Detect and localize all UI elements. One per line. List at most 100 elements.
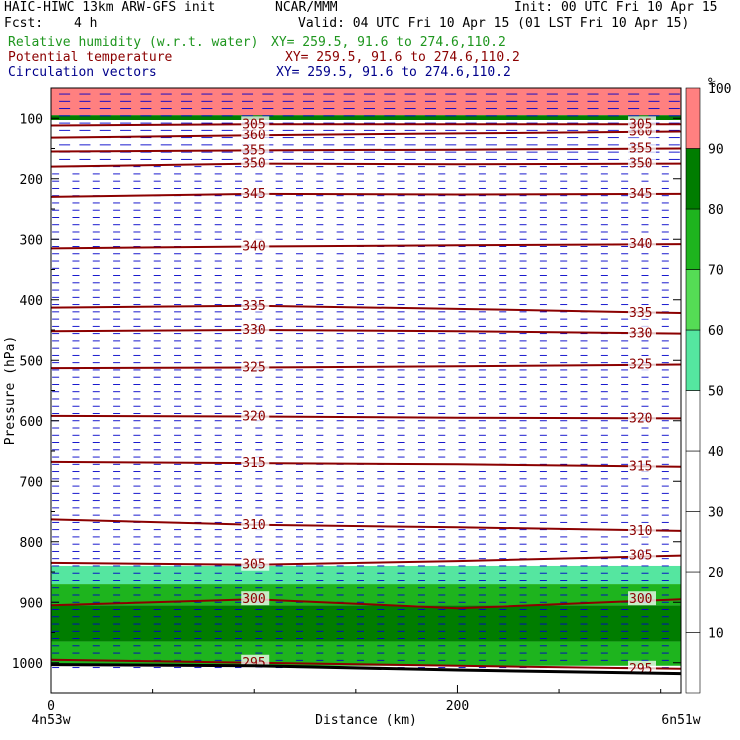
theta-label-10: 345	[242, 187, 265, 202]
theta-label-right-bg-5	[628, 410, 656, 425]
theta-label-right-bg-12	[628, 140, 656, 155]
theta-label-right-2: 305	[629, 549, 652, 564]
colorbar-label-8: 90	[708, 143, 724, 158]
theta-label-bg-10	[241, 185, 270, 200]
theta-label-right-8: 335	[629, 306, 652, 321]
rh-band-1	[51, 115, 681, 121]
x-tick-label-1: 200	[446, 699, 469, 714]
theta-contour-3	[50, 518, 682, 532]
colorbar-box-0	[685, 632, 701, 694]
organization: NCAR/MMM	[275, 0, 338, 15]
y-tick-label-8: 900	[20, 596, 43, 611]
theta-label-right-bg-8	[628, 305, 656, 320]
x-right-endpoint: 6n51w	[661, 713, 700, 728]
theta-contour-6	[50, 363, 682, 370]
theta-contour-4	[50, 460, 682, 468]
x-axis-title: Distance (km)	[315, 713, 417, 728]
colorbar-box-1	[685, 571, 701, 633]
theta-label-right-bg-11	[628, 155, 656, 170]
theta-label-13: 360	[242, 128, 265, 143]
x-left-endpoint: 4n53w	[31, 713, 70, 728]
theta-label-right-bg-7	[628, 325, 656, 340]
forecast-value: 4 h	[74, 16, 98, 31]
theta-label-right-bg-3	[628, 522, 656, 537]
rh-band-8	[51, 641, 681, 666]
theta-label-right-4: 315	[629, 460, 652, 475]
colorbar-label-9: 100	[708, 82, 731, 97]
colorbar-label-1: 20	[708, 566, 724, 581]
theta-label-0: 295	[242, 656, 265, 671]
model-title: HAIC-HIWC 13km ARW-GFS init	[4, 0, 216, 15]
theta-label-bg-12	[241, 142, 270, 157]
theta-label-12: 355	[242, 143, 265, 158]
theta-label-right-9: 340	[629, 237, 652, 252]
colorbar-box-3	[685, 450, 701, 512]
theta-label-bg-4	[241, 455, 270, 470]
theta-label-4: 315	[242, 456, 265, 471]
field-vector-name: Circulation vectors	[8, 65, 157, 80]
theta-contour-1	[50, 598, 682, 610]
colorbar-label-4: 50	[708, 385, 724, 400]
theta-label-9: 340	[242, 240, 265, 255]
colorbar-label-2: 30	[708, 506, 724, 521]
theta-label-right-bg-4	[628, 458, 656, 473]
theta-contour-9	[50, 243, 682, 250]
theta-label-right-12: 355	[629, 142, 652, 157]
colorbar-box-2	[685, 511, 701, 573]
theta-contour-7	[50, 328, 682, 335]
theta-label-bg-9	[241, 238, 270, 253]
theta-label-14: 305	[242, 117, 265, 132]
theta-label-5: 320	[242, 410, 265, 425]
y-tick-label-4: 500	[20, 354, 43, 369]
y-tick-label-2: 300	[20, 233, 43, 248]
colorbar-unit: %	[708, 76, 716, 91]
colorbar-box-5	[685, 329, 701, 391]
theta-label-right-1: 300	[629, 592, 652, 607]
colorbar-box-8	[685, 148, 701, 210]
colorbar-box-4	[685, 390, 701, 452]
theta-contour-13	[50, 130, 682, 139]
colorbar-label-6: 70	[708, 264, 724, 279]
field-rh-name: Relative humidity (w.r.t. water)	[8, 35, 259, 50]
theta-label-bg-7	[241, 322, 270, 336]
theta-contour-11	[50, 162, 682, 168]
x-tick-label-0: 0	[47, 699, 55, 714]
theta-contour-14	[50, 123, 681, 127]
theta-label-right-bg-10	[628, 185, 656, 200]
theta-label-bg-3	[241, 516, 270, 531]
rh-band-7	[51, 605, 681, 642]
theta-label-right-bg-14	[628, 116, 656, 131]
theta-label-right-6: 325	[629, 357, 652, 372]
init-time: Init: 00 UTC Fri 10 Apr 15	[514, 0, 718, 15]
theta-label-right-bg-0	[628, 660, 656, 675]
theta-contour-5	[50, 414, 682, 420]
y-tick-label-1: 200	[20, 173, 43, 188]
theta-label-1: 300	[242, 592, 265, 607]
forecast-label: Fcst:	[4, 16, 44, 31]
theta-label-right-14: 305	[629, 117, 652, 132]
field-vector-coords: XY= 259.5, 91.6 to 274.6,110.2	[276, 65, 511, 80]
y-tick-label-3: 400	[20, 294, 43, 309]
theta-label-bg-6	[241, 359, 270, 374]
theta-label-right-10: 345	[629, 187, 652, 202]
theta-label-right-bg-9	[628, 236, 656, 251]
terrain-line	[50, 663, 682, 676]
theta-label-right-bg-6	[628, 356, 656, 371]
theta-label-6: 325	[242, 361, 265, 376]
theta-contour-0	[50, 658, 682, 670]
field-theta-name: Potential temperature	[8, 50, 173, 65]
field-theta-coords: XY= 259.5, 91.6 to 274.6,110.2	[285, 50, 520, 65]
theta-label-3: 310	[242, 518, 265, 533]
theta-label-11: 350	[242, 157, 265, 172]
y-tick-label-9: 1000	[12, 657, 43, 672]
theta-label-2: 305	[242, 558, 265, 573]
theta-contour-12	[50, 147, 682, 153]
rh-band-4	[51, 466, 681, 566]
colorbar-label-7: 80	[708, 203, 724, 218]
colorbar-box-9	[685, 87, 701, 149]
field-rh-coords: XY= 259.5, 91.6 to 274.6,110.2	[271, 35, 506, 50]
theta-contour-10	[50, 192, 682, 198]
theta-label-bg-13	[241, 127, 270, 142]
y-tick-label-6: 700	[20, 475, 43, 490]
